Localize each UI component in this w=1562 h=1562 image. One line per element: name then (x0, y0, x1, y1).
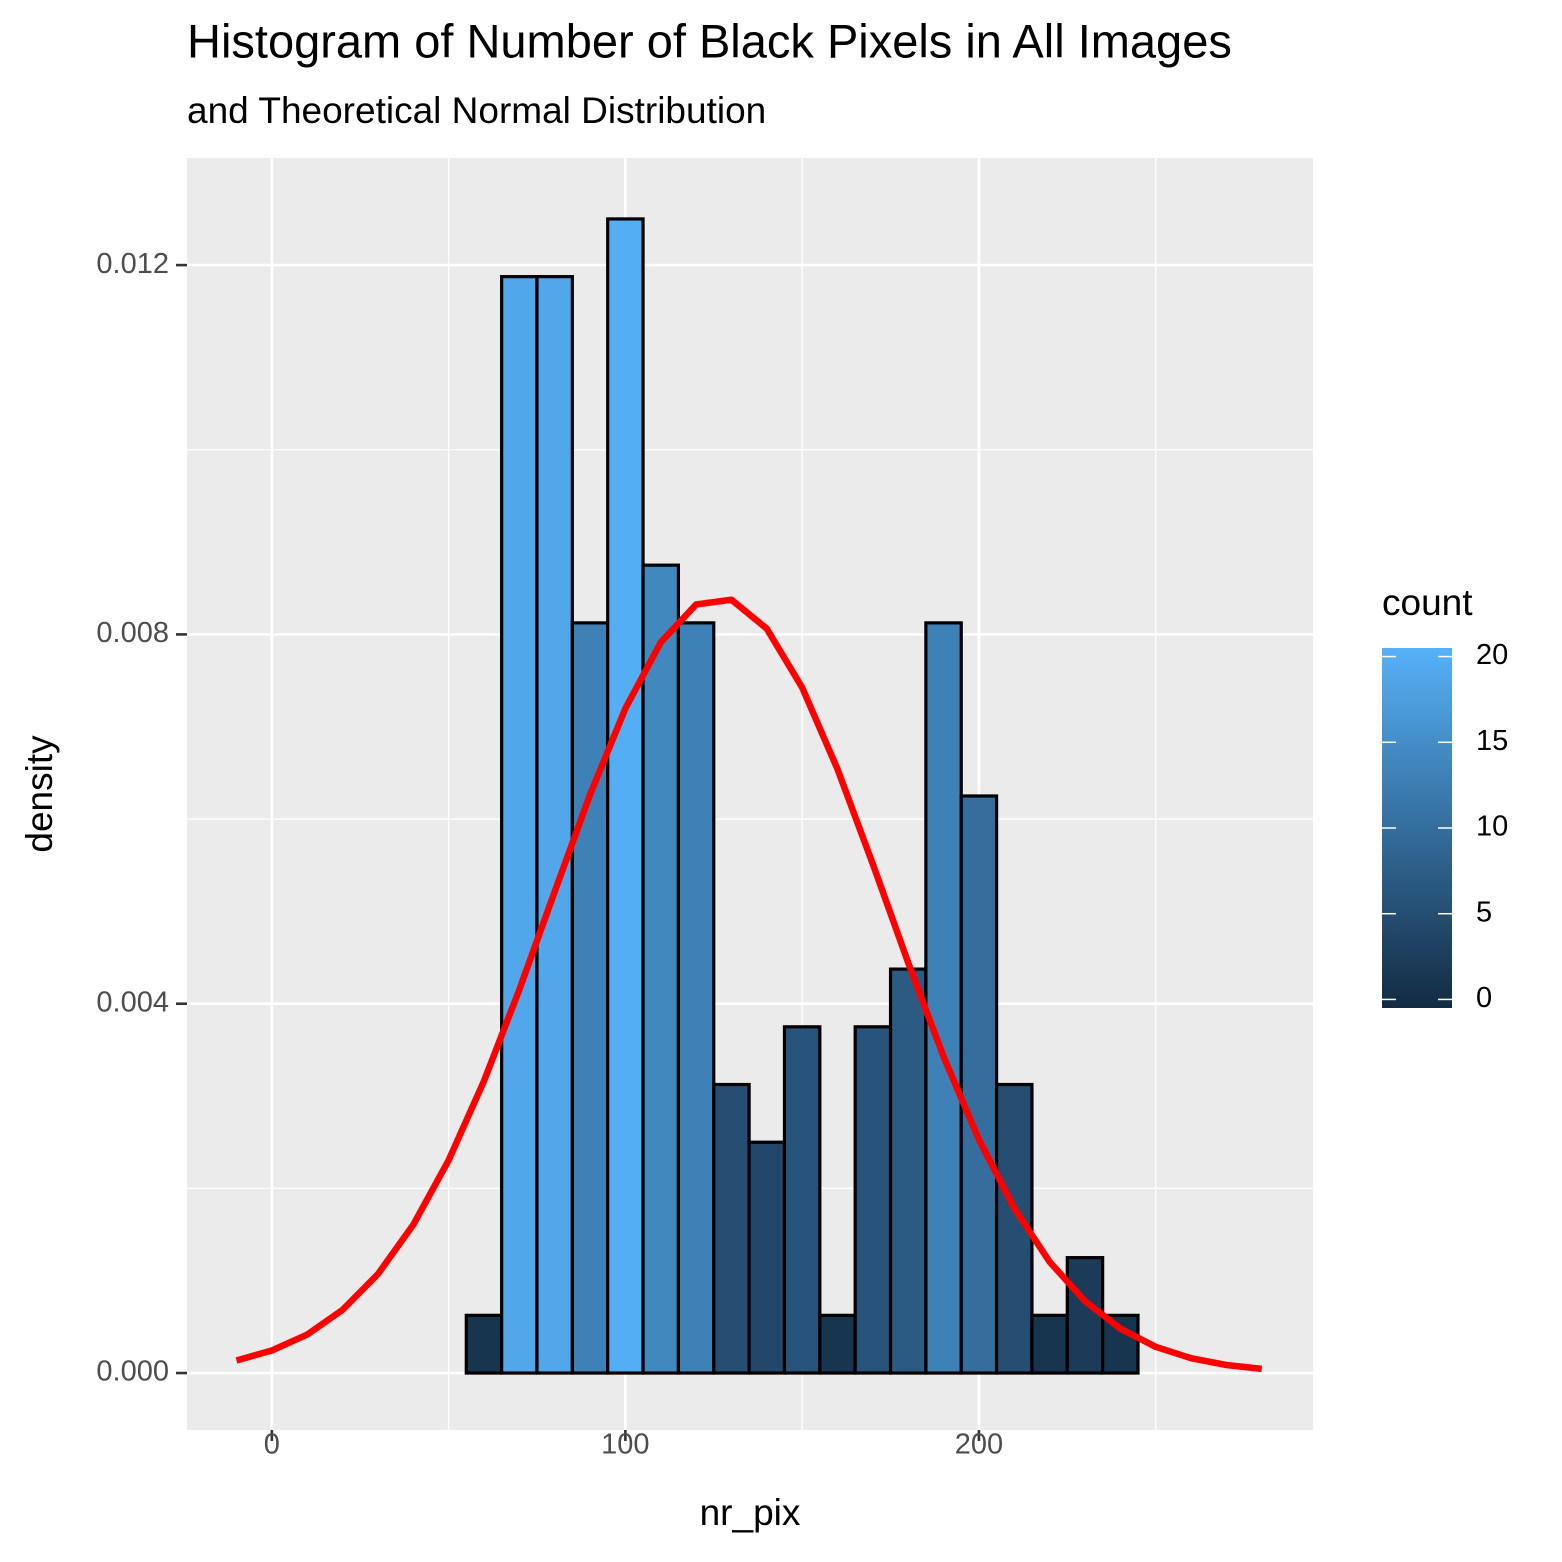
y-tick-label: 0.008 (96, 617, 169, 649)
bar (853, 1025, 893, 1375)
x-tick-label: 200 (955, 1429, 1003, 1461)
x-axis-title: nr_pix (700, 1492, 801, 1533)
bar (959, 794, 999, 1375)
bar (818, 1313, 857, 1375)
bar (924, 621, 963, 1375)
bar (1065, 1256, 1105, 1375)
bar (570, 621, 610, 1375)
legend-label: 15 (1476, 725, 1508, 757)
bar (500, 275, 539, 1375)
normal-curve (235, 596, 1263, 1373)
chart-title: Histogram of Number of Black Pixels in A… (187, 14, 1232, 67)
legend-label: 5 (1476, 896, 1492, 928)
legend-label: 20 (1476, 639, 1508, 671)
bar (606, 217, 645, 1375)
y-axis-title: density (19, 735, 60, 853)
bar (888, 967, 928, 1375)
bar (1101, 1313, 1140, 1375)
y-tick-label: 0.012 (96, 248, 169, 280)
bar (676, 621, 716, 1375)
bar (464, 1313, 504, 1375)
legend-title: count (1382, 582, 1473, 623)
y-tick-label: 0.004 (96, 986, 169, 1018)
bar (782, 1025, 822, 1375)
chart-subtitle: and Theoretical Normal Distribution (187, 90, 766, 131)
legend-label: 0 (1476, 982, 1492, 1014)
bar (1030, 1313, 1069, 1375)
y-tick-label: 0.000 (96, 1356, 169, 1388)
bar (641, 563, 681, 1375)
bar (535, 275, 574, 1375)
x-tick-label: 0 (264, 1429, 280, 1461)
bar (747, 1140, 787, 1375)
x-tick-label: 100 (601, 1429, 649, 1461)
bar (712, 1082, 751, 1375)
legend-label: 10 (1476, 811, 1508, 843)
